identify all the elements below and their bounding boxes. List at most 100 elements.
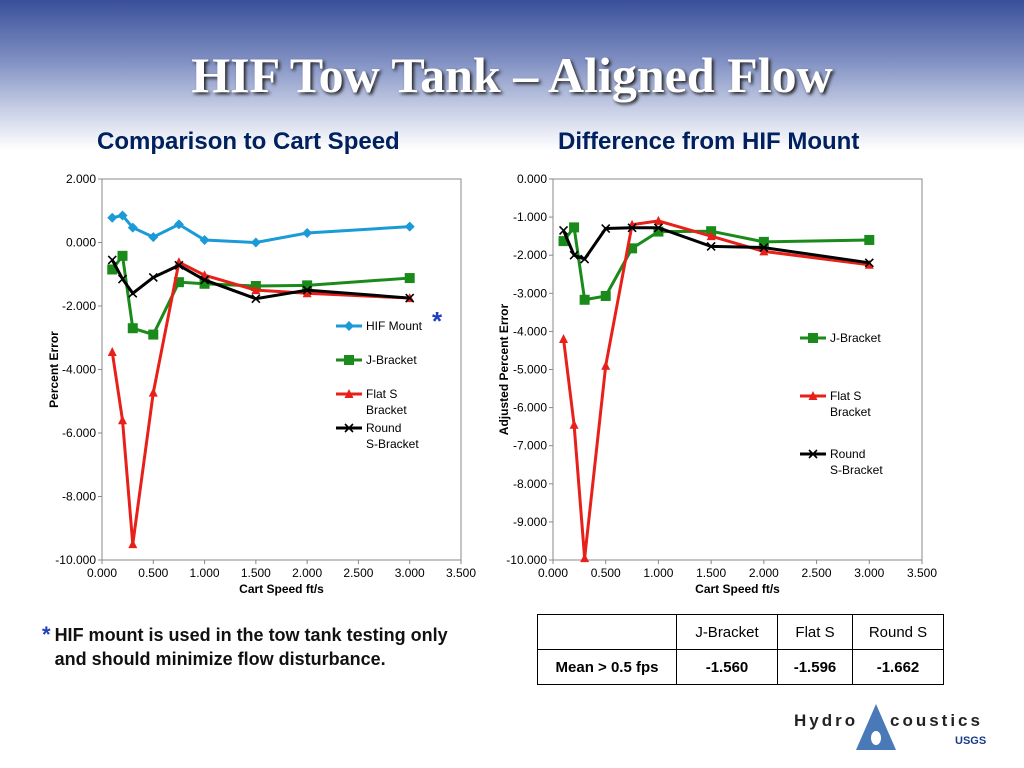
table-header-cell: Flat S (777, 614, 853, 650)
data-point-square (864, 234, 875, 245)
legend-label: HIF Mount (366, 319, 423, 333)
footnote: * HIF mount is used in the tow tank testi… (42, 623, 462, 671)
data-point-x (117, 274, 128, 284)
plot-area (101, 178, 462, 561)
data-point-triangle (251, 285, 261, 295)
data-point-square (653, 226, 664, 237)
legend-label: Flat S (830, 389, 861, 403)
y-tick-label: 2.000 (66, 172, 96, 186)
data-point-square (148, 329, 159, 340)
x-tick-label: 3.000 (395, 566, 425, 580)
logo-usgs: USGS (955, 735, 986, 747)
data-point-triangle (559, 334, 569, 344)
chart-comparison-to-cart-speed: 2.000 0.000 -2.000 -4.000 -6.000 -8.000 -10.00… (47, 172, 476, 596)
legend-entry: J-Bracket (800, 331, 881, 345)
data-point-diamond (344, 321, 354, 331)
y-tick-label: -4.000 (513, 324, 547, 338)
y-tick-label: 0.000 (66, 236, 96, 250)
hydroacoustics-logo: Hydro coustics USGS (794, 704, 986, 750)
data-point-triangle (759, 246, 769, 256)
table-cell: -1.596 (777, 649, 853, 685)
data-point-x (706, 241, 716, 252)
data-point-x (148, 272, 158, 282)
legend-label: J-Bracket (830, 331, 881, 345)
x-tick-label: 2.000 (749, 566, 779, 580)
y-tick-label: -5.000 (513, 363, 547, 377)
data-point-square (173, 277, 184, 288)
data-point-square (758, 236, 769, 247)
x-tick-label: 3.500 (446, 566, 476, 580)
x-tick-label: 3.000 (854, 566, 884, 580)
logo-text-left: Hydro (794, 711, 858, 730)
data-point-square (569, 222, 580, 233)
y-tick-label: -1.000 (513, 210, 547, 224)
data-point-square (117, 250, 128, 261)
data-point-triangle (653, 215, 663, 225)
y-tick-label: -3.000 (513, 286, 547, 300)
y-tick-label: -6.000 (513, 401, 547, 415)
data-point-x (759, 243, 769, 253)
table-cell: -1.560 (676, 649, 778, 685)
data-point-triangle (148, 387, 158, 397)
legend-label: S-Bracket (366, 437, 419, 451)
legend-label: Round (366, 421, 401, 435)
y-axis-label: Percent Error (47, 331, 61, 408)
data-point-triangle (580, 553, 590, 563)
data-point-square (600, 290, 611, 301)
data-point-x (405, 293, 415, 303)
y-tick-label: -10.000 (55, 553, 96, 567)
data-point-square (558, 236, 569, 247)
logo-triangle (856, 704, 896, 750)
table-header-row: J-Bracket Flat S Round S (537, 614, 944, 650)
y-tick-label: -4.000 (62, 363, 96, 377)
data-point-x (601, 223, 611, 234)
footnote-marker: * (42, 622, 51, 647)
right-chart-subtitle: Difference from HIF Mount (558, 128, 860, 155)
table-header-cell (537, 614, 677, 650)
data-point-x (107, 255, 117, 265)
legend-label: S-Bracket (830, 463, 883, 477)
data-point-triangle (128, 539, 138, 549)
data-point-square (579, 294, 590, 305)
data-point-x (808, 449, 818, 459)
data-point-diamond (302, 227, 313, 238)
data-point-diamond (250, 237, 261, 248)
data-point-x (580, 254, 590, 264)
x-tick-label: 1.500 (696, 566, 726, 580)
y-axis-label: Adjusted Percent Error (497, 303, 511, 435)
data-point-triangle (344, 389, 354, 398)
data-point-diamond (199, 234, 210, 245)
slide-title: HIF Tow Tank – Aligned Flow (191, 47, 833, 103)
data-point-diamond (148, 232, 159, 243)
series-round-s-bracket (107, 255, 415, 304)
data-point-diamond (404, 221, 415, 232)
data-point-x (627, 223, 637, 233)
x-tick-label: 0.500 (591, 566, 621, 580)
x-tick-label: 3.500 (907, 566, 937, 580)
y-tick-label: -2.000 (62, 299, 96, 313)
x-tick-label: 2.500 (802, 566, 832, 580)
series-round-s-bracket (558, 223, 874, 268)
data-point-square (107, 264, 118, 275)
data-point-x (344, 423, 354, 433)
table-header-cell: J-Bracket (676, 614, 778, 650)
legend-entry: Flat S Bracket (800, 389, 871, 419)
y-tick-label: -2.000 (513, 248, 547, 262)
data-point-triangle (302, 288, 312, 298)
chart-footnote-marker: * (432, 306, 443, 336)
data-point-x (653, 223, 663, 233)
legend-label: Flat S (366, 387, 397, 401)
y-tick-label: -6.000 (62, 426, 96, 440)
x-tick-label: 0.000 (87, 566, 117, 580)
data-point-x (200, 275, 210, 285)
data-point-triangle (808, 391, 818, 400)
x-tick-label: 1.000 (190, 566, 220, 580)
data-point-square (302, 280, 313, 291)
data-point-triangle (706, 231, 716, 241)
x-tick-label: 2.000 (292, 566, 322, 580)
data-point-x (558, 225, 569, 236)
x-tick-label: 0.000 (538, 566, 568, 580)
series-hif-mount (107, 210, 415, 248)
data-point-square (404, 273, 415, 284)
table-header-cell: Round S (852, 614, 944, 650)
